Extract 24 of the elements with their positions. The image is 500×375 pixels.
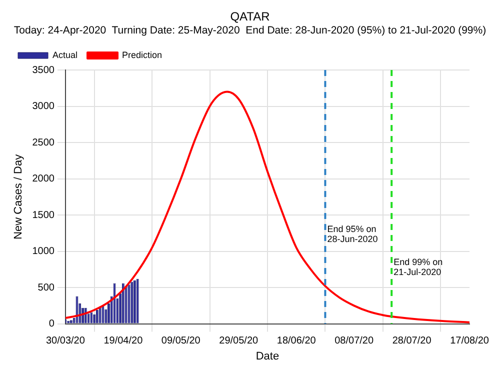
- x-tick-label: 08/07/20: [334, 336, 374, 347]
- ref-line-label: End 95% on 28-Jun-2020: [327, 224, 378, 244]
- x-tick-label: 29/05/20: [219, 336, 259, 347]
- x-tick-label: 17/08/20: [450, 336, 490, 347]
- ref-line-label: End 99% on 21-Jul-2020: [394, 256, 443, 277]
- y-tick-label: 2000: [32, 174, 55, 185]
- x-tick-label: 18/06/20: [276, 336, 316, 347]
- y-tick-label: 500: [38, 282, 55, 294]
- x-tick-label: 30/03/20: [46, 336, 86, 347]
- y-tick-label: 1500: [32, 210, 55, 221]
- chart-title: QATAR: [230, 10, 270, 24]
- y-tick-label: 1000: [32, 246, 55, 258]
- y-tick-label: 2500: [32, 137, 55, 148]
- legend-label: Actual: [52, 50, 78, 60]
- legend-label: Prediction: [122, 50, 162, 60]
- y-tick-label: 0: [48, 318, 55, 330]
- chart-subtitle: Today: 24-Apr-2020 Turning Date: 25-May-2020 End Date: 28-Jun-2020 (95%) to 21-Jul-2020 (99%): [14, 24, 486, 37]
- y-tick-label: 3000: [32, 101, 55, 112]
- x-tick-label: 19/04/20: [104, 336, 144, 347]
- x-axis-title: Date: [256, 350, 280, 362]
- y-axis-title: New Cases / Day: [12, 154, 25, 240]
- x-tick-label: 28/07/20: [392, 336, 432, 347]
- x-tick-label: 09/05/20: [161, 336, 201, 347]
- y-tick-label: 3500: [32, 64, 55, 76]
